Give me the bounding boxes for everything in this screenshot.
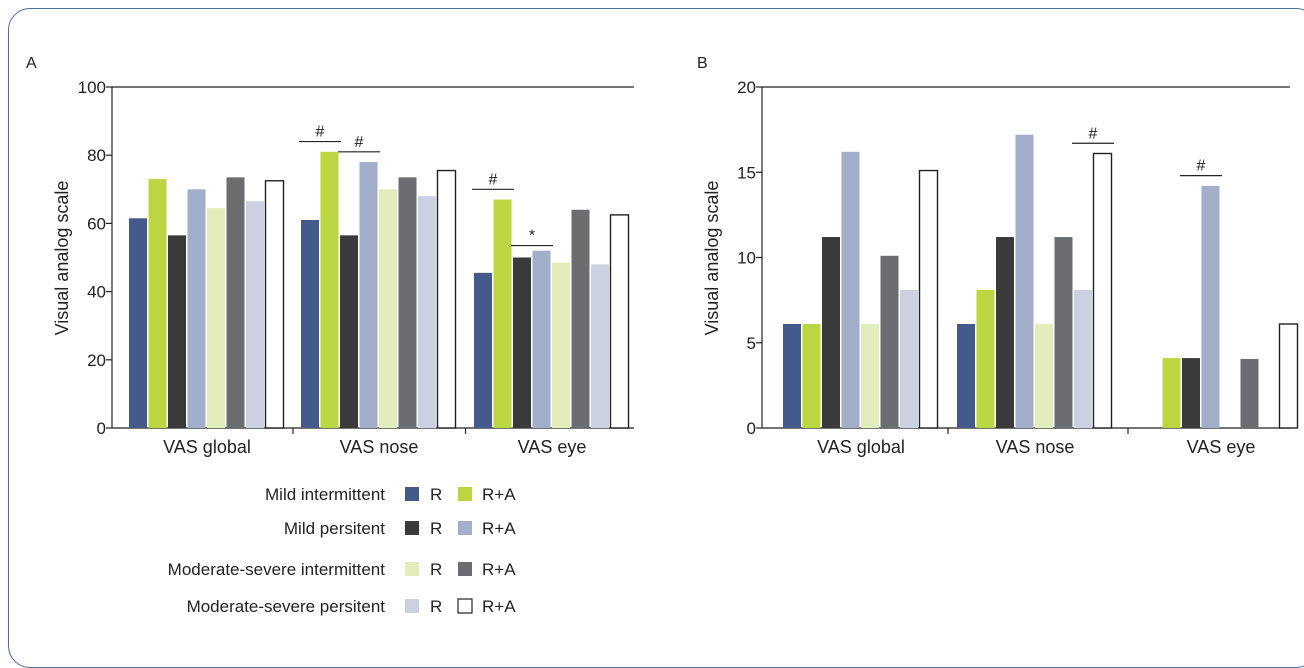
legend-row-label: Moderate-severe intermittent xyxy=(168,560,386,579)
panel-a-bar xyxy=(301,219,319,428)
panel-b-bar xyxy=(1092,152,1113,429)
panel-a-bar xyxy=(398,177,417,428)
panel-a-bar xyxy=(148,179,167,428)
panel-b-y-tick-label: 20 xyxy=(737,78,756,97)
legend-swatch xyxy=(458,521,472,535)
panel-a-bar xyxy=(246,201,264,428)
panel-b-letter: B xyxy=(697,55,708,72)
panel-a-y-tick-label: 0 xyxy=(97,419,106,438)
legend-row-label: Mild intermittent xyxy=(265,485,385,504)
panel-a-sig-label: # xyxy=(355,134,364,151)
panel-a-sig-label: * xyxy=(529,228,535,245)
panel-b-bar xyxy=(1162,358,1181,428)
legend-r-label: R xyxy=(430,597,442,616)
panel-a-bar xyxy=(226,177,245,428)
panel-b-bar xyxy=(1054,237,1073,428)
panel-a-bar xyxy=(474,272,492,428)
legend-swatch xyxy=(457,598,473,614)
panel-a-bar xyxy=(591,264,609,428)
panel-b-bar xyxy=(1201,185,1220,428)
panel-a-sig-label: # xyxy=(316,124,325,141)
panel-a-bar xyxy=(532,250,551,428)
panel-b-y-tick-label: 0 xyxy=(747,419,756,438)
panel-b-bar xyxy=(1015,134,1034,429)
legend-swatch xyxy=(405,599,419,613)
panel-a-category-label: VAS eye xyxy=(518,437,587,457)
panel-b-bar xyxy=(861,323,879,428)
panel-a-bar xyxy=(379,189,397,428)
panel-a-sig-label: # xyxy=(489,171,498,188)
panel-a-category-label: VAS global xyxy=(163,437,251,457)
panel-b-y-tick-label: 10 xyxy=(737,249,756,268)
panel-b-bar xyxy=(783,323,801,428)
legend-swatch xyxy=(458,487,472,501)
panel-b-bar xyxy=(1035,323,1053,428)
panel-a-bar xyxy=(436,169,457,429)
legend-swatch xyxy=(405,562,419,576)
legend-swatch xyxy=(458,562,472,576)
panel-a-bar xyxy=(340,235,358,428)
panel-a-bar xyxy=(571,209,590,428)
panel-b-bar xyxy=(996,237,1014,428)
panel-b-bar xyxy=(841,151,860,429)
legend-ra-label: R+A xyxy=(482,597,516,616)
panel-b-bar xyxy=(1182,358,1200,428)
legend-ra-label: R+A xyxy=(482,519,516,538)
panel-b-bar xyxy=(918,169,939,429)
panel-a-y-tick-label: 60 xyxy=(87,214,106,233)
panel-a-bar xyxy=(129,218,147,428)
panel-b-bar xyxy=(802,323,821,428)
panel-a-bar xyxy=(418,196,436,428)
panel-b-category-label: VAS nose xyxy=(996,437,1075,457)
legend-swatch xyxy=(405,487,419,501)
legend-ra-label: R+A xyxy=(482,560,516,579)
panel-b-bar xyxy=(957,323,975,428)
panel-a: A Visual analog scale 0 20 40 60 80 100 VAS gl… xyxy=(26,55,634,457)
panel-b-category-label: VAS eye xyxy=(1187,437,1256,457)
panel-a-y-tick-label: 20 xyxy=(87,351,106,370)
panel-a-bar xyxy=(264,180,285,429)
legend-r-label: R xyxy=(430,560,442,579)
panel-a-y-tick-label: 40 xyxy=(87,283,106,302)
legend: Mild intermittent Mild persitent Moderat… xyxy=(168,485,517,616)
panel-b-bar xyxy=(1240,358,1259,428)
panel-a-bar xyxy=(320,151,339,429)
panel-a-bar xyxy=(359,162,378,428)
panel-a-ylabel: Visual analog scale xyxy=(52,181,72,336)
panel-a-bar xyxy=(513,257,531,428)
panel-a-letter: A xyxy=(26,55,37,72)
panel-b-bar xyxy=(1074,289,1092,428)
panel-b-bar xyxy=(822,237,840,428)
panel-a-bar xyxy=(168,235,186,428)
legend-row-label: Mild persitent xyxy=(284,519,385,538)
panel-b-category-label: VAS global xyxy=(817,437,905,457)
panel-a-bar xyxy=(609,214,630,429)
panel-a-y-tick-label: 80 xyxy=(87,146,106,165)
panel-b-sig-label: # xyxy=(1197,158,1206,175)
panel-b-bar xyxy=(880,255,899,428)
legend-r-label: R xyxy=(430,485,442,504)
panel-a-bar xyxy=(552,262,570,428)
panel-b-y-tick-label: 5 xyxy=(747,334,756,353)
panel-b-ylabel: Visual analog scale xyxy=(702,181,722,336)
panel-a-bar xyxy=(493,199,512,428)
legend-row-label: Moderate-severe persitent xyxy=(187,597,386,616)
panel-b-bar xyxy=(976,289,995,428)
panel-b-bar xyxy=(1278,323,1299,429)
panel-b-bar xyxy=(900,289,918,428)
panel-a-category-label: VAS nose xyxy=(340,437,419,457)
panel-b: B Visual analog scale 0 5 10 15 20 VAS global… xyxy=(697,55,1299,457)
panel-a-y-tick-label: 100 xyxy=(78,78,106,97)
legend-ra-label: R+A xyxy=(482,485,516,504)
panel-a-bar xyxy=(187,189,206,428)
panel-b-sig-label: # xyxy=(1089,125,1098,142)
panel-b-y-tick-label: 15 xyxy=(737,163,756,182)
panel-a-bar xyxy=(207,208,225,428)
legend-r-label: R xyxy=(430,519,442,538)
legend-swatch xyxy=(405,521,419,535)
